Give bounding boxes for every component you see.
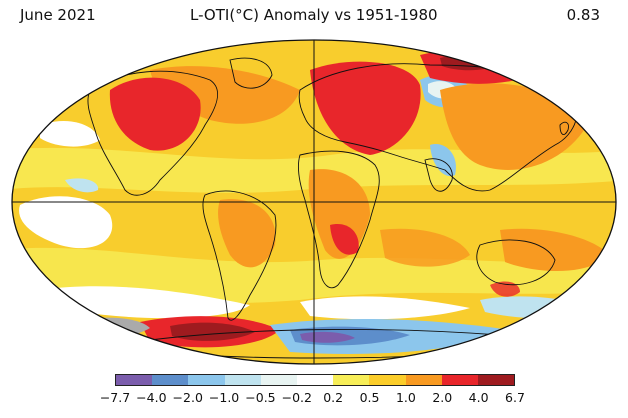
- south-america-outline: [202, 190, 277, 321]
- greenland-outline: [229, 57, 273, 89]
- warm-area-southpac: [500, 228, 610, 272]
- japan-outline: [559, 121, 569, 136]
- africa-outline: [297, 150, 380, 289]
- legend-tick-label: 4.0: [468, 390, 489, 405]
- legend-swatch: [369, 375, 406, 385]
- world-anomaly-map: [11, 39, 617, 365]
- legend-tick-label: −0.5: [245, 390, 276, 405]
- legend-tick-label: −1.0: [208, 390, 240, 405]
- neutral-zone-southpac: [40, 286, 250, 319]
- australia-outline: [476, 239, 556, 286]
- new-zealand-outline: [583, 287, 593, 301]
- legend-swatch: [477, 375, 515, 385]
- color-legend-bar: [115, 374, 515, 386]
- map-date: June 2021: [20, 6, 96, 24]
- global-mean-anomaly: 0.83: [566, 6, 600, 24]
- neutral-zone-eastpac: [19, 196, 113, 249]
- hot-spot-north-america: [109, 77, 201, 151]
- legend-swatch: [441, 375, 478, 385]
- legend-swatch: [405, 375, 442, 385]
- cool-patch-india: [430, 144, 456, 177]
- warm-area-asia: [440, 83, 590, 170]
- neutral-zone-northpac: [40, 120, 100, 147]
- legend-swatch: [116, 375, 153, 385]
- legend-tick-label: 0.5: [359, 390, 380, 405]
- legend-tick-label: −7.7: [99, 390, 131, 405]
- color-legend-labels: −7.7 −4.0 −2.0 −1.0 −0.5 −0.2 0.2 0.5 1.0 2.0 4.0 6…: [0, 390, 628, 410]
- legend-swatch: [296, 375, 334, 385]
- legend-tick-label: 2.0: [432, 390, 453, 405]
- hot-spot-antarctic-core: [170, 322, 255, 341]
- legend-tick-label: −2.0: [172, 390, 203, 405]
- neutral-zone-southatl: [300, 296, 470, 320]
- legend-swatch: [333, 375, 370, 385]
- map-title: L-OTI(°C) Anomaly vs 1951-1980: [190, 6, 438, 24]
- legend-swatch: [260, 375, 297, 385]
- legend-swatch: [152, 375, 189, 385]
- legend-tick-label: −0.2: [281, 390, 312, 405]
- globe-border: [11, 39, 617, 365]
- legend-tick-label: 0.2: [323, 390, 344, 405]
- anomaly-field: [12, 40, 616, 364]
- legend-swatch: [188, 375, 225, 385]
- cool-patch-tropical-pac: [65, 178, 99, 193]
- legend-swatch: [224, 375, 261, 385]
- north-america-outline: [87, 70, 219, 196]
- warm-area-indian-ocean: [380, 228, 470, 267]
- legend-tick-label: 6.7: [505, 390, 525, 405]
- europe-asia-outline: [298, 63, 578, 192]
- india-outline: [424, 158, 453, 192]
- legend-tick-label: 1.0: [395, 390, 416, 405]
- legend-tick-label: −4.0: [136, 390, 167, 405]
- hot-spot-europe-russia: [310, 61, 421, 155]
- warm-area-south-america: [218, 199, 276, 268]
- hot-spot-central-africa: [330, 224, 359, 255]
